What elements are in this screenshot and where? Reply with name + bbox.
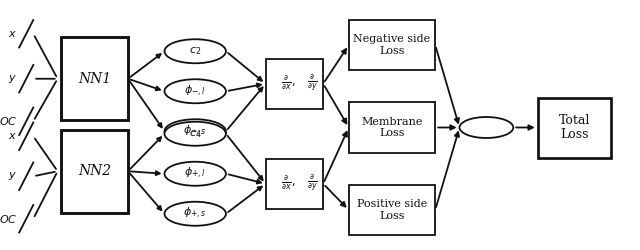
Text: $c_2$: $c_2$ <box>189 45 202 57</box>
Text: $\frac{\partial}{\partial x},$: $\frac{\partial}{\partial x},$ <box>281 75 295 92</box>
Bar <box>349 185 435 235</box>
Text: Negative side
Loss: Negative side Loss <box>353 34 431 56</box>
Text: $SOC$: $SOC$ <box>0 213 17 225</box>
Text: Positive side
Loss: Positive side Loss <box>357 199 427 221</box>
Bar <box>266 159 323 209</box>
Text: $\phi_{-,l}$: $\phi_{-,l}$ <box>184 84 206 99</box>
Text: NN2: NN2 <box>78 164 111 178</box>
Circle shape <box>164 202 226 226</box>
Circle shape <box>164 39 226 63</box>
Text: $x$: $x$ <box>8 131 17 141</box>
Text: $y$: $y$ <box>8 73 17 85</box>
Text: $x$: $x$ <box>8 29 17 39</box>
Bar <box>538 98 611 158</box>
Text: $\frac{\partial}{\partial y}$: $\frac{\partial}{\partial y}$ <box>307 74 317 94</box>
Bar <box>61 130 128 212</box>
Bar <box>349 102 435 152</box>
Text: $\frac{\partial}{\partial x},$: $\frac{\partial}{\partial x},$ <box>281 175 295 192</box>
Text: $\phi_{+,l}$: $\phi_{+,l}$ <box>184 166 206 181</box>
Text: Total
Loss: Total Loss <box>559 114 590 141</box>
Circle shape <box>460 117 513 138</box>
Circle shape <box>164 162 226 186</box>
Bar <box>61 38 128 120</box>
Circle shape <box>164 119 226 143</box>
Text: $y$: $y$ <box>8 170 17 182</box>
Text: $\phi_{-,s}$: $\phi_{-,s}$ <box>183 124 207 139</box>
Text: $c_4$: $c_4$ <box>189 128 202 140</box>
Bar <box>349 20 435 70</box>
Bar <box>266 59 323 109</box>
Text: Membrane
Loss: Membrane Loss <box>362 117 422 138</box>
Text: $SOC$: $SOC$ <box>0 115 17 127</box>
Text: NN1: NN1 <box>78 72 111 86</box>
Text: $\phi_{+,s}$: $\phi_{+,s}$ <box>183 206 207 221</box>
Circle shape <box>164 79 226 103</box>
Text: $\frac{\partial}{\partial y}$: $\frac{\partial}{\partial y}$ <box>307 174 317 194</box>
Circle shape <box>164 122 226 146</box>
